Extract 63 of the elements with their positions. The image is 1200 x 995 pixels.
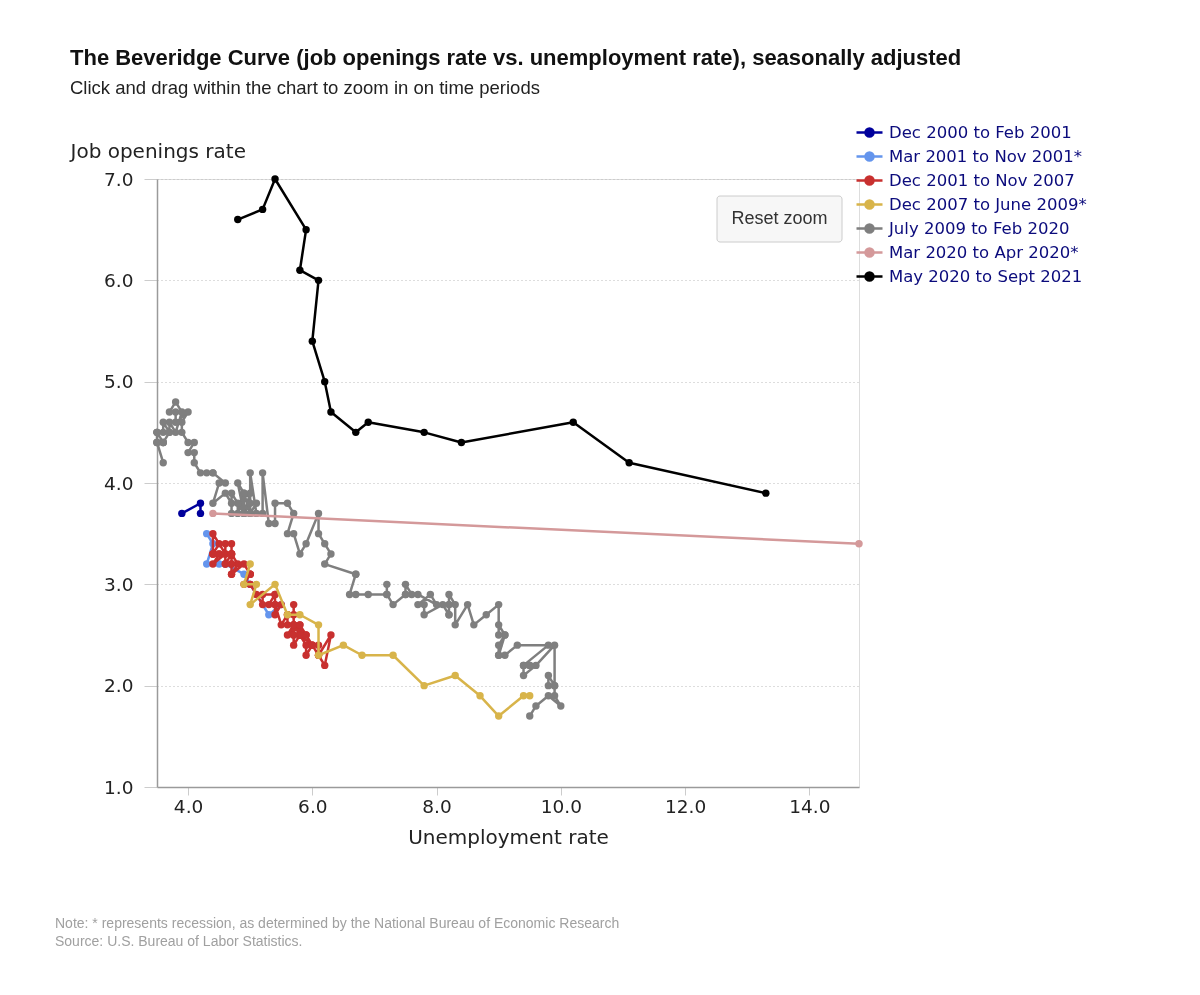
point bbox=[302, 225, 310, 234]
point bbox=[209, 509, 217, 518]
point bbox=[476, 692, 484, 700]
point bbox=[457, 438, 466, 447]
point bbox=[296, 611, 304, 619]
x-tick-label: 10.0 bbox=[540, 795, 582, 817]
point bbox=[569, 418, 577, 426]
point bbox=[389, 651, 397, 659]
chart-title: The Beveridge Curve (job openings rate vs. unemployment rate), seasonally adjusted bbox=[70, 44, 962, 70]
legend-label: July 2009 to Feb 2020 bbox=[888, 218, 1070, 238]
point bbox=[246, 560, 254, 568]
point bbox=[296, 266, 304, 274]
point bbox=[246, 600, 254, 609]
y-tick-label: 2.0 bbox=[104, 675, 134, 697]
point bbox=[234, 215, 242, 224]
point bbox=[420, 681, 428, 690]
point bbox=[625, 459, 633, 467]
y-tick-label: 5.0 bbox=[104, 371, 134, 393]
source-note: Source: U.S. Bureau of Labor Statistics. bbox=[55, 933, 303, 949]
point bbox=[494, 712, 503, 720]
x-tick-label: 12.0 bbox=[664, 795, 707, 817]
point bbox=[358, 651, 366, 659]
point bbox=[364, 418, 372, 426]
legend-label: Mar 2001 to Nov 2001* bbox=[889, 146, 1083, 166]
point bbox=[196, 499, 205, 507]
y-tick-label: 4.0 bbox=[104, 472, 134, 494]
legend-label: Mar 2020 to Apr 2020* bbox=[889, 242, 1079, 262]
y-tick-label: 3.0 bbox=[104, 573, 134, 595]
point bbox=[339, 641, 348, 649]
x-axis-title: Unemployment rate bbox=[408, 825, 609, 849]
point bbox=[451, 671, 459, 680]
point bbox=[526, 692, 534, 700]
text: Note: * represents recession, as determined by the National Bureau of Economic Research bbox=[55, 915, 620, 931]
y-tick-label: 1.0 bbox=[104, 776, 134, 798]
point bbox=[519, 692, 528, 700]
chart-subtitle: Click and drag within the chart to zoom in on time periods bbox=[70, 76, 540, 98]
x-tick-label: 4.0 bbox=[173, 795, 204, 817]
y-tick-label: 7.0 bbox=[104, 168, 134, 190]
point bbox=[321, 377, 329, 386]
point bbox=[314, 276, 323, 285]
point bbox=[352, 428, 360, 437]
point bbox=[327, 408, 335, 416]
x-tick-label: 6.0 bbox=[298, 795, 328, 817]
point bbox=[314, 621, 323, 629]
legend-label: Dec 2007 to June 2009* bbox=[889, 194, 1087, 214]
point bbox=[855, 540, 863, 548]
legend-label: Dec 2001 to Nov 2007 bbox=[889, 170, 1075, 190]
legend-label: Dec 2000 to Feb 2001 bbox=[889, 122, 1072, 142]
point bbox=[271, 580, 279, 589]
y-axis-title: Job openings rate bbox=[68, 138, 246, 163]
y-tick-label: 6.0 bbox=[104, 269, 134, 291]
x-tick-label: 14.0 bbox=[789, 795, 831, 817]
point bbox=[196, 509, 205, 518]
point bbox=[271, 175, 279, 183]
point bbox=[252, 580, 261, 589]
x-tick-label: 8.0 bbox=[422, 795, 452, 817]
point bbox=[420, 428, 428, 437]
legend-label: May 2020 to Sept 2021 bbox=[889, 266, 1083, 286]
point bbox=[308, 337, 317, 345]
point bbox=[762, 489, 770, 497]
point bbox=[258, 205, 267, 214]
point bbox=[178, 509, 186, 518]
annotation: Reset zoom bbox=[731, 208, 828, 228]
